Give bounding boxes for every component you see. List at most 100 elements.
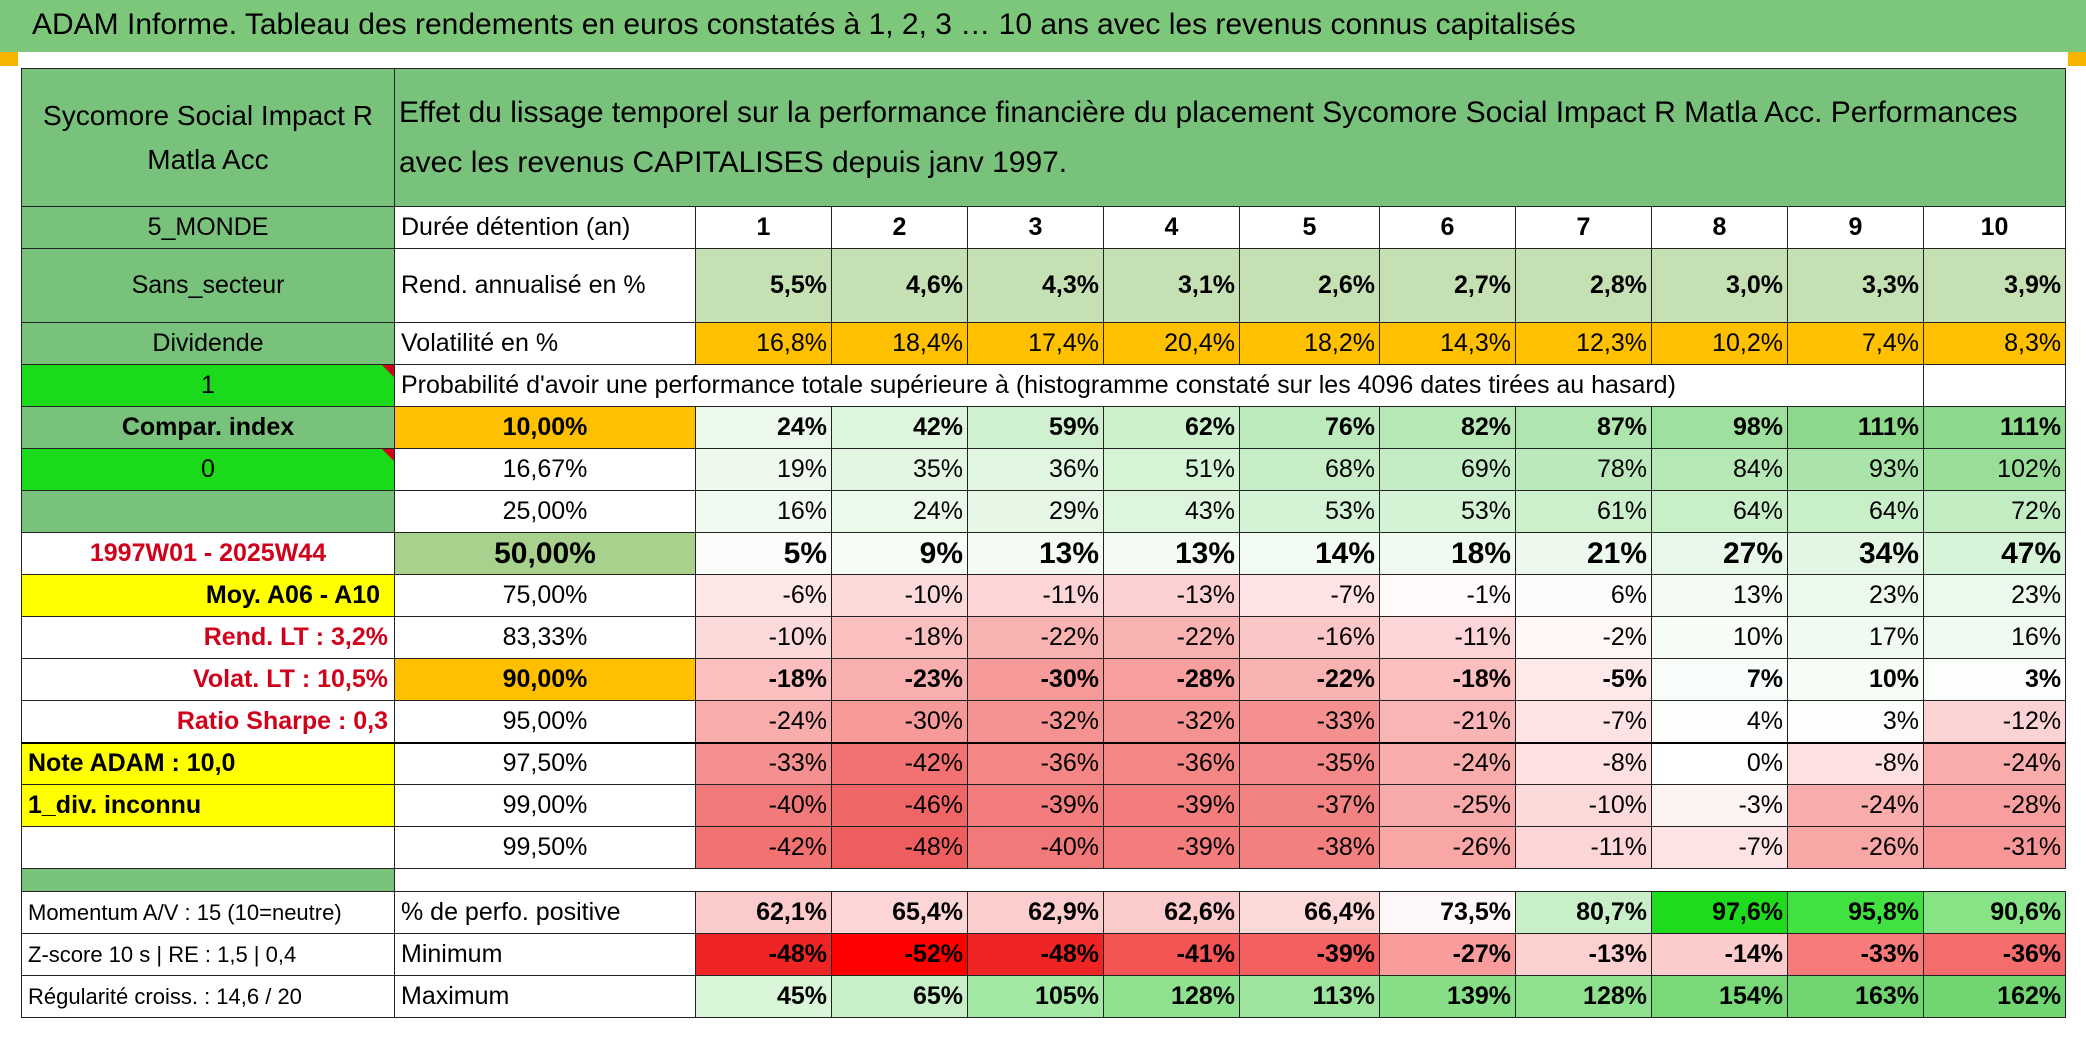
quantile-value: -10% <box>695 616 832 659</box>
return-value: 3,1% <box>1103 248 1240 323</box>
quantile-value: -18% <box>1379 658 1516 701</box>
maximum-value: 65% <box>831 975 968 1018</box>
quantile-value: 35% <box>831 448 968 491</box>
flag-zero-cell: 0 <box>21 448 395 491</box>
quantile-value: -7% <box>1515 700 1652 743</box>
quantile-value: -33% <box>695 742 832 785</box>
quantile-value: -48% <box>831 826 968 869</box>
report-banner: ADAM Informe. Tableau des rendements en … <box>0 0 2086 52</box>
quantile-value: -36% <box>1103 742 1240 785</box>
quantile-value: -5% <box>1515 658 1652 701</box>
quantile-value: 82% <box>1379 406 1516 449</box>
positive-perf-label: % de perfo. positive <box>394 891 696 934</box>
return-value: 3,0% <box>1651 248 1788 323</box>
quantile-value: -28% <box>1922 784 2067 827</box>
moy-label-cell: Moy. A06 - A10 <box>21 574 395 617</box>
quantile-value: 93% <box>1787 448 1924 491</box>
positive-perf-value: 62,9% <box>967 891 1104 934</box>
quantile-value: -24% <box>1379 742 1516 785</box>
volatility-row: Dividende Volatilité en % 16,8% 18,4% 17… <box>21 322 2067 365</box>
quantile-value: 53% <box>1379 490 1516 533</box>
volatility-value: 16,8% <box>695 322 832 365</box>
quantile-row: 99,50% -42% -48% -40% -39% -38% -26% -11% -7% -26… <box>21 826 2067 869</box>
quantile-value: 13% <box>967 532 1104 575</box>
quantile-label: 75,00% <box>394 574 696 617</box>
duration-cell: 7 <box>1515 206 1652 249</box>
quantile-value: 16% <box>695 490 832 533</box>
quantile-row: 1_div. inconnu 99,00% -40% -46% -39% -39% -37%… <box>21 784 2067 827</box>
quantile-value: 10% <box>1651 616 1788 659</box>
income-type-cell: Dividende <box>21 322 395 365</box>
duration-cell: 8 <box>1651 206 1788 249</box>
quantile-value: 14% <box>1239 532 1380 575</box>
fund-name-cell: Sycomore Social Impact R Matla Acc <box>21 68 395 207</box>
quantile-value: -11% <box>1379 616 1516 659</box>
quantile-value: -32% <box>967 700 1104 743</box>
duration-cell: 6 <box>1379 206 1516 249</box>
maximum-value: 45% <box>695 975 832 1018</box>
quantile-value: 24% <box>695 406 832 449</box>
quantile-value: -40% <box>967 826 1104 869</box>
quantile-value: -39% <box>1103 784 1240 827</box>
positive-perf-value: 66,4% <box>1239 891 1380 934</box>
positive-perf-value: 90,6% <box>1922 891 2067 934</box>
quantile-row: Ratio Sharpe : 0,3 95,00% -24% -30% -32% -32%… <box>21 700 2067 743</box>
empty-green-cell <box>21 490 395 533</box>
quantile-value: -37% <box>1239 784 1380 827</box>
quantile-row: Moy. A06 - A10 75,00% -6% -10% -11% -13% -7% -1… <box>21 574 2067 617</box>
quantile-value: -7% <box>1651 826 1788 869</box>
quantile-value: 111% <box>1922 406 2067 449</box>
quantile-value: 51% <box>1103 448 1240 491</box>
quantile-value: -3% <box>1651 784 1788 827</box>
quantile-label: 10,00% <box>394 406 696 449</box>
quantile-value: 21% <box>1515 532 1652 575</box>
minimum-value: -13% <box>1515 933 1652 976</box>
empty-cell <box>1922 364 2067 407</box>
quantile-value: -36% <box>967 742 1104 785</box>
quantile-row: 0 16,67% 19% 35% 36% 51% 68% 69% 78% 84% 93% 102% <box>21 448 2067 491</box>
quantile-value: -24% <box>1922 742 2067 785</box>
minimum-value: -39% <box>1239 933 1380 976</box>
duration-cell: 10 <box>1922 206 2067 249</box>
quantile-value: -39% <box>1103 826 1240 869</box>
quantile-row: Volat. LT : 10,5% 90,00% -18% -23% -30% -28% -… <box>21 658 2067 701</box>
compar-label-cell: Compar. index <box>21 406 395 449</box>
return-value: 4,3% <box>967 248 1104 323</box>
volatility-value: 7,4% <box>1787 322 1924 365</box>
minimum-value: -48% <box>695 933 832 976</box>
quantile-rows: Compar. index 10,00% 24% 42% 59% 62% 76% 82% 87%… <box>21 406 2067 869</box>
volatility-value: 10,2% <box>1651 322 1788 365</box>
quantile-value: 59% <box>967 406 1104 449</box>
quantile-label: 97,50% <box>394 742 696 785</box>
volatility-value: 18,4% <box>831 322 968 365</box>
duration-cell: 2 <box>831 206 968 249</box>
quantile-value: -16% <box>1239 616 1380 659</box>
quantile-value: -8% <box>1787 742 1924 785</box>
quantile-value: -1% <box>1379 574 1516 617</box>
minimum-row: Z-score 10 s | RE : 1,5 | 0,4 Minimum -4… <box>21 933 2067 976</box>
empty-cell <box>21 826 395 869</box>
spacer-cell <box>21 868 395 892</box>
maximum-value: 162% <box>1922 975 2067 1018</box>
quantile-value: -18% <box>695 658 832 701</box>
quantile-value: 76% <box>1239 406 1380 449</box>
quantile-value: -40% <box>695 784 832 827</box>
momentum-cell: Momentum A/V : 15 (10=neutre) <box>21 891 395 934</box>
quantile-value: -21% <box>1379 700 1516 743</box>
report-title: ADAM Informe. Tableau des rendements en … <box>32 8 1576 41</box>
quantile-value: 42% <box>831 406 968 449</box>
return-label: Rend. annualisé en % <box>394 248 696 323</box>
quantile-value: -6% <box>695 574 832 617</box>
quantile-label: 95,00% <box>394 700 696 743</box>
return-value: 2,7% <box>1379 248 1516 323</box>
minimum-label: Minimum <box>394 933 696 976</box>
quantile-value: 10% <box>1787 658 1924 701</box>
quantile-value: 69% <box>1379 448 1516 491</box>
positive-perf-value: 80,7% <box>1515 891 1652 934</box>
positive-perf-value: 62,1% <box>695 891 832 934</box>
quantile-value: -30% <box>967 658 1104 701</box>
quantile-value: 9% <box>831 532 968 575</box>
quantile-label: 99,50% <box>394 826 696 869</box>
quantile-value: 17% <box>1787 616 1924 659</box>
minimum-value: -14% <box>1651 933 1788 976</box>
